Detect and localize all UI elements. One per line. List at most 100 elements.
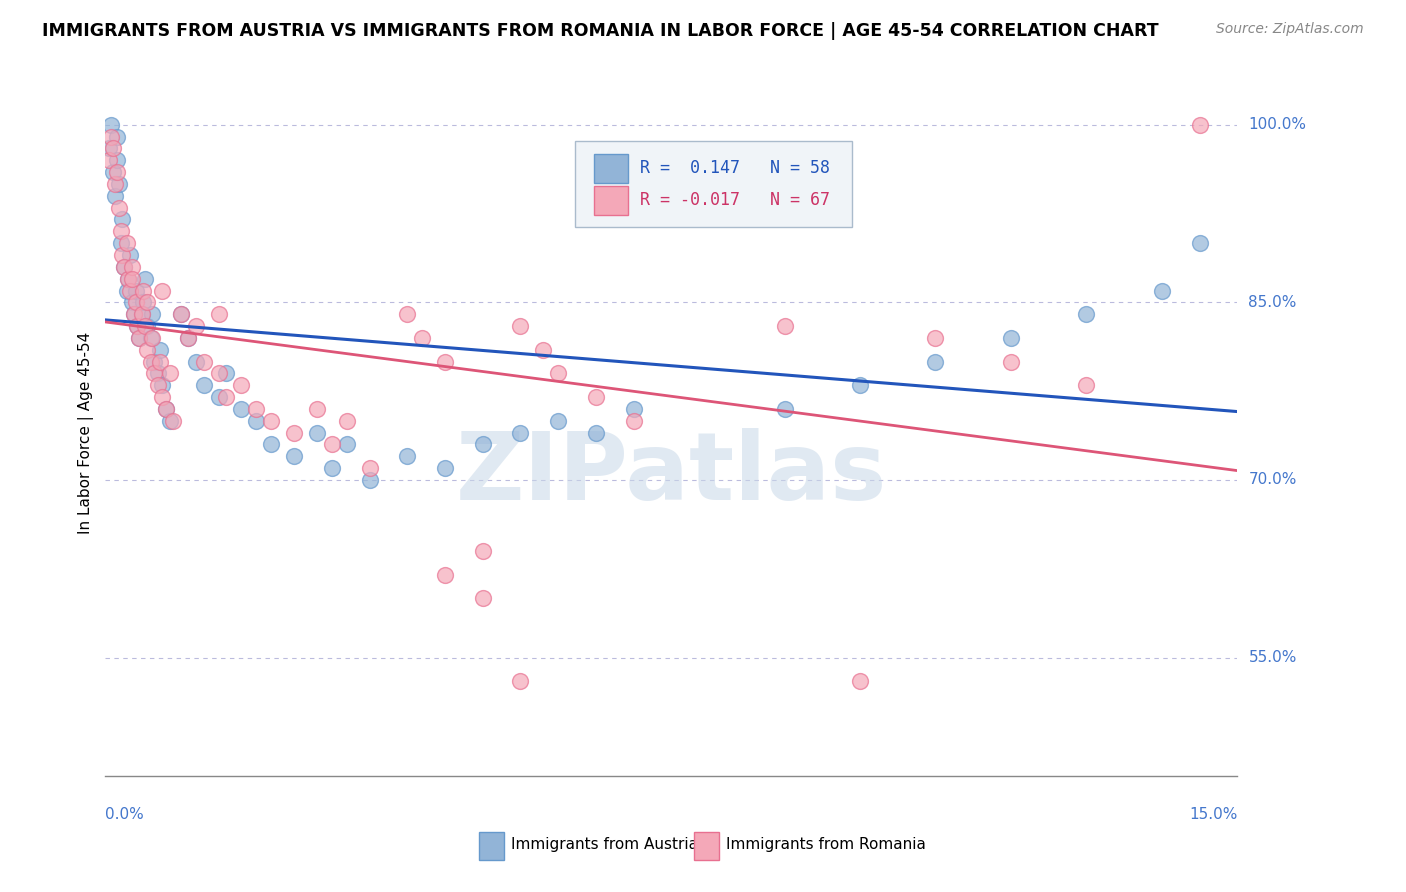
Point [471,437,494,451]
Point [115,284,138,298]
Point [150,284,173,298]
Point [433,354,456,368]
Point [773,401,796,416]
Point [134,319,156,334]
Point [98,141,121,155]
Point [111,212,134,227]
Text: 55.0%: 55.0% [1249,650,1296,665]
Point [623,401,645,416]
FancyBboxPatch shape [695,832,718,860]
Point [128,331,150,345]
Point [117,271,139,285]
Text: Immigrants from Romania: Immigrants from Romania [725,838,925,852]
Point [128,331,150,345]
Point [411,331,433,345]
Point [105,153,128,168]
Point [305,425,328,440]
Point [121,295,143,310]
Point [121,260,143,274]
Point [141,307,163,321]
Point [127,319,149,334]
Point [155,401,177,416]
Point [122,307,145,321]
Point [110,236,132,251]
Point [110,224,132,238]
Point [177,331,200,345]
Point [155,401,177,416]
Point [124,284,146,298]
Point [305,401,328,416]
Point [336,414,359,428]
Point [134,271,156,285]
Point [148,367,170,381]
Point [141,331,163,345]
Point [193,354,215,368]
Point [260,414,283,428]
Point [849,378,872,392]
Point [509,674,531,689]
Point [159,367,181,381]
Text: Source: ZipAtlas.com: Source: ZipAtlas.com [1216,22,1364,37]
Point [283,450,305,464]
Point [1076,378,1098,392]
Point [136,295,159,310]
Point [321,437,343,451]
Point [1188,236,1211,251]
Point [117,271,139,285]
Point [208,390,231,404]
Point [471,544,494,558]
FancyBboxPatch shape [595,153,628,183]
Point [509,425,531,440]
Point [118,248,141,262]
Point [136,319,159,334]
Point [177,331,200,345]
Point [773,319,796,334]
Point [231,401,253,416]
Point [231,378,253,392]
FancyBboxPatch shape [479,832,503,860]
Point [849,674,872,689]
Point [108,201,131,215]
Point [100,129,122,144]
Point [184,354,207,368]
Point [105,129,128,144]
Text: 100.0%: 100.0% [1249,117,1306,132]
Text: R =  0.147   N = 58: R = 0.147 N = 58 [640,159,830,178]
Point [98,153,121,168]
Point [336,437,359,451]
Point [100,118,122,132]
Y-axis label: In Labor Force | Age 45-54: In Labor Force | Age 45-54 [79,332,94,533]
Point [132,284,155,298]
Point [159,414,181,428]
Point [1188,118,1211,132]
Point [150,390,173,404]
Point [245,414,267,428]
Point [283,425,305,440]
Point [1000,331,1022,345]
Point [170,307,193,321]
Point [321,461,343,475]
Point [139,331,162,345]
Point [136,343,159,357]
Point [208,367,231,381]
Point [433,461,456,475]
Point [1150,284,1173,298]
Point [547,367,569,381]
Point [122,307,145,321]
Point [1076,307,1098,321]
Point [101,141,124,155]
Point [149,354,172,368]
Point [1000,354,1022,368]
Point [143,354,166,368]
Text: IMMIGRANTS FROM AUSTRIA VS IMMIGRANTS FROM ROMANIA IN LABOR FORCE | AGE 45-54 CO: IMMIGRANTS FROM AUSTRIA VS IMMIGRANTS FR… [42,22,1159,40]
Point [111,248,134,262]
Point [112,260,135,274]
Text: Immigrants from Austria: Immigrants from Austria [510,838,697,852]
Point [509,319,531,334]
Text: 0.0%: 0.0% [105,806,145,822]
Point [132,295,155,310]
Point [471,591,494,606]
Point [396,450,419,464]
FancyBboxPatch shape [575,141,852,227]
Point [118,284,141,298]
